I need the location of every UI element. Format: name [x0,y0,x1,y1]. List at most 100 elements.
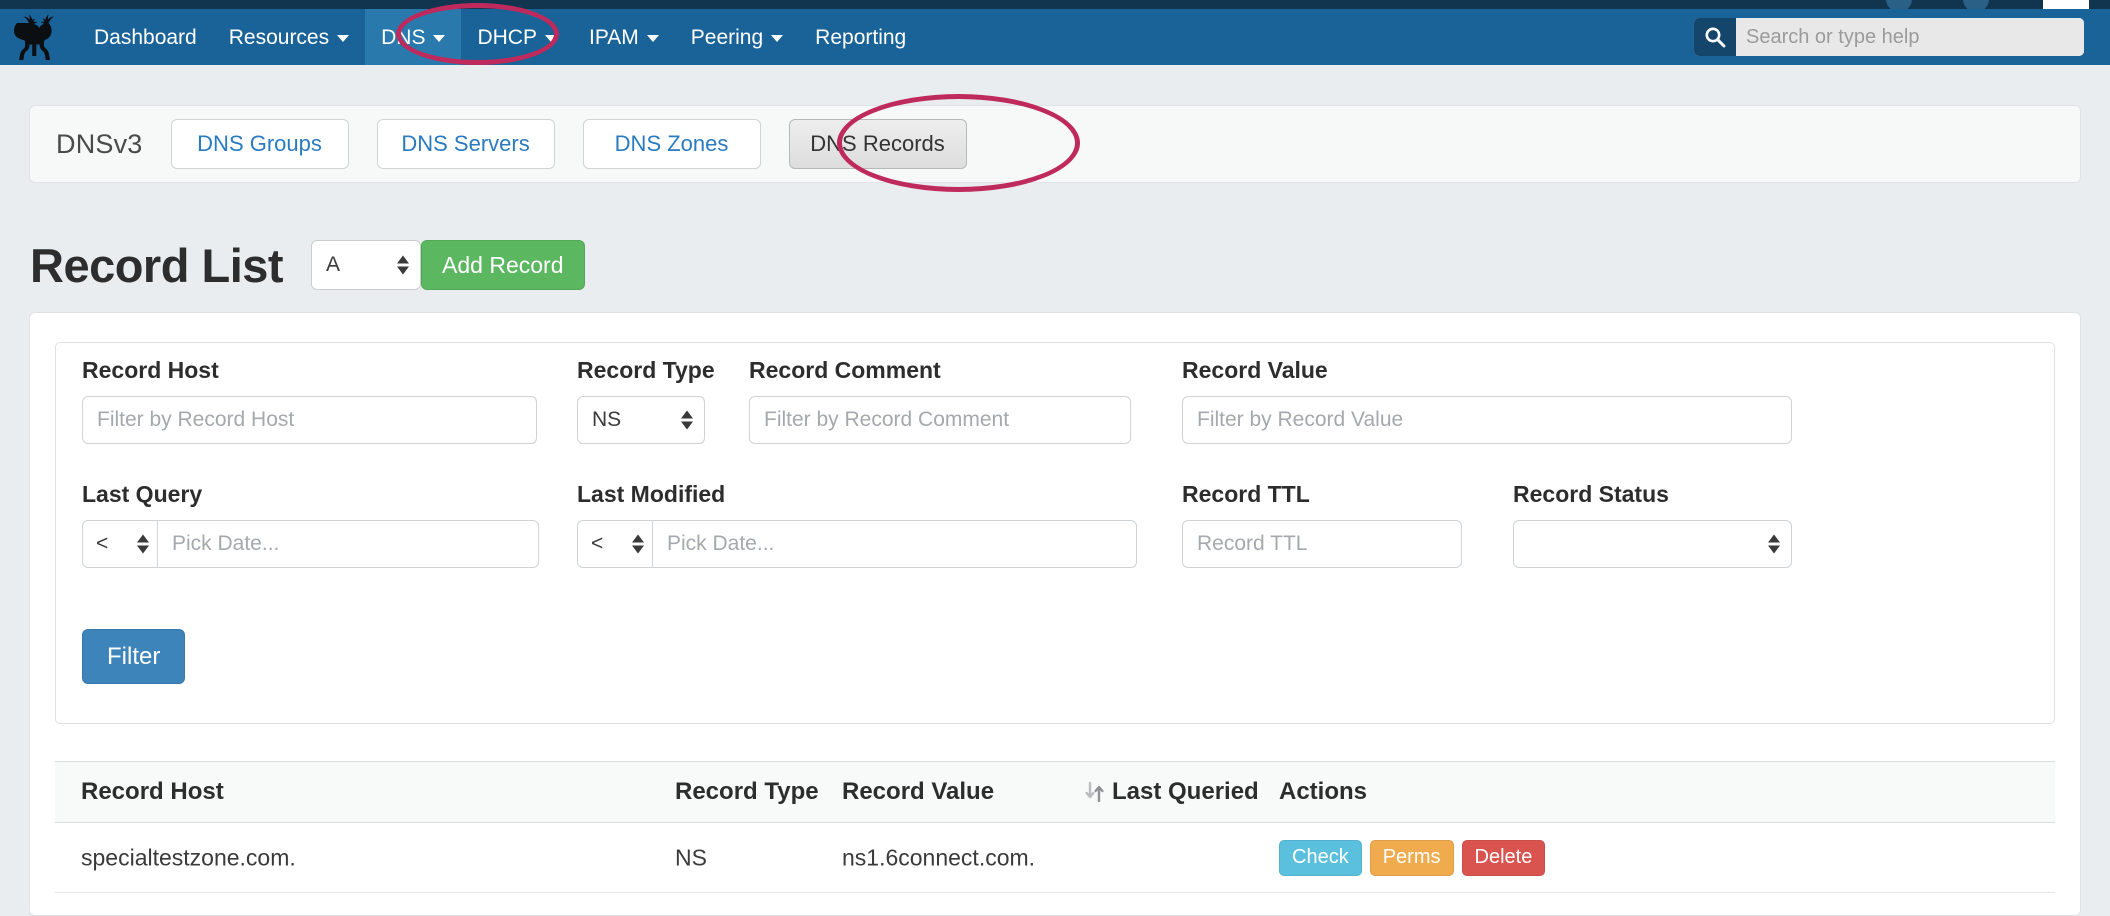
tab-label: DNS Records [810,131,945,156]
operator-value: < [96,532,109,555]
nav-item-dns[interactable]: DNS [365,9,462,65]
delete-button-label: Delete [1474,846,1533,868]
placeholder-text: Filter by Record Value [1197,408,1404,431]
nav-item-label: DHCP [477,25,537,49]
placeholder-text: Record TTL [1197,532,1308,555]
filter-label-record-value: Record Value [1182,357,1328,383]
tab-dns-groups[interactable]: DNS Groups [170,119,349,169]
tab-label: DNS Groups [197,131,322,156]
table-header-row: Record Host Record Type Record Value Las… [55,761,2055,823]
add-record-label: Add Record [442,251,564,278]
column-header-record-host[interactable]: Record Host [81,778,224,805]
column-header-record-value[interactable]: Record Value [842,778,995,805]
moose-logo[interactable] [0,9,78,65]
column-header-record-type[interactable]: Record Type [675,778,819,805]
filter-input-record-value[interactable]: Filter by Record Value [1182,396,1792,444]
nav-item-label: Peering [690,25,764,49]
delete-button[interactable]: Delete [1461,839,1546,876]
tab-dns-records[interactable]: DNS Records [788,119,967,169]
filter-last-query-group: < Pick Date... [82,520,539,568]
filter-input-record-comment[interactable]: Filter by Record Comment [749,396,1131,444]
table-row[interactable]: specialtestzone.com. NS ns1.6connect.com… [55,823,2055,893]
page-header: Record List A Add Record [30,240,585,290]
global-search [1694,18,2084,56]
page-title: Record List [30,238,284,292]
nav-item-label: Resources [228,25,330,49]
column-header-last-queried[interactable]: Last Queried [1084,778,1259,806]
navbar-items: Dashboard Resources DNS DHCP IPAM Peerin… [78,9,922,65]
spinner-arrows-icon [397,255,410,275]
nav-item-reporting[interactable]: Reporting [799,9,922,65]
record-list-panel: Record Host Filter by Record Host Record… [29,312,2081,916]
records-table: Record Host Record Type Record Value Las… [55,761,2055,893]
perms-button[interactable]: Perms [1369,839,1454,876]
cell-record-host: specialtestzone.com. [81,844,296,870]
tab-dns-zones[interactable]: DNS Zones [582,119,761,169]
chevron-down-icon [544,35,557,42]
subheader-spacer [0,65,2110,105]
plus-icon[interactable] [1886,0,1912,9]
column-header-label: Last Queried [1112,778,1259,805]
nav-item-label: IPAM [588,25,639,49]
filter-select-record-type-value: NS [592,408,622,431]
nav-item-label: Dashboard [94,25,197,49]
nav-item-dhcp[interactable]: DHCP [461,9,573,65]
chevron-down-icon [771,35,784,42]
perms-button-label: Perms [1382,846,1441,868]
record-type-select[interactable]: A [311,240,422,290]
check-button[interactable]: Check [1279,839,1362,876]
nav-item-label: Reporting [815,25,907,49]
placeholder-text: Pick Date... [172,532,280,555]
filter-select-record-status[interactable] [1513,520,1792,568]
nav-item-ipam[interactable]: IPAM [573,9,675,65]
filter-button[interactable]: Filter [82,629,186,684]
nav-item-label: DNS [381,25,426,49]
filter-last-modified-group: < Pick Date... [577,520,1137,568]
tab-label: DNS Servers [401,131,530,156]
search-icon[interactable] [1694,18,1736,56]
filter-input-record-host[interactable]: Filter by Record Host [82,396,537,444]
chevron-down-icon [433,35,446,42]
dns-module-tabbar: DNSv3 DNS Groups DNS Servers DNS Zones D… [29,105,2081,183]
spinner-arrows-icon [1768,534,1780,554]
filter-date-last-query[interactable]: Pick Date... [158,520,539,568]
operator-value: < [591,532,604,555]
filter-operator-last-query[interactable]: < [82,520,158,568]
filter-select-record-type[interactable]: NS [577,396,705,444]
tab-label: DNS Zones [614,131,729,156]
module-title: DNSv3 [56,128,143,159]
placeholder-text: Pick Date... [667,532,775,555]
user-avatar-icon[interactable] [1963,0,1989,9]
filter-label-record-type: Record Type [577,357,715,383]
filter-label-record-status: Record Status [1513,481,1669,507]
filter-label-last-modified: Last Modified [577,481,726,507]
chevron-down-icon [337,35,350,42]
nav-item-resources[interactable]: Resources [213,9,365,65]
filter-label-record-host: Record Host [82,357,219,383]
search-input[interactable] [1736,18,2084,56]
chevron-down-icon [646,35,659,42]
add-record-button[interactable]: Add Record [421,240,585,290]
filter-operator-last-modified[interactable]: < [577,520,653,568]
cell-actions: Check Perms Delete [1279,839,1546,876]
top-utility-strip [0,0,2110,9]
placeholder-text: Filter by Record Host [97,408,295,431]
tab-dns-servers[interactable]: DNS Servers [376,119,555,169]
nav-item-peering[interactable]: Peering [675,9,799,65]
sort-arrows-icon [1084,780,1106,804]
record-type-select-value: A [326,253,341,276]
nav-item-dashboard[interactable]: Dashboard [78,9,213,65]
menu-icon[interactable] [2043,0,2089,9]
spinner-arrows-icon [681,410,693,430]
spinner-arrows-icon [137,534,149,554]
filter-date-last-modified[interactable]: Pick Date... [653,520,1137,568]
column-header-actions: Actions [1279,778,1368,805]
spinner-arrows-icon [632,534,644,554]
cell-record-type: NS [675,844,707,870]
main-navbar: Dashboard Resources DNS DHCP IPAM Peerin… [0,9,2110,65]
placeholder-text: Filter by Record Comment [764,408,1010,431]
filter-input-record-ttl[interactable]: Record TTL [1182,520,1462,568]
filter-card: Record Host Filter by Record Host Record… [55,342,2055,724]
cell-record-value: ns1.6connect.com. [842,844,1036,870]
filter-label-record-ttl: Record TTL [1182,481,1310,507]
